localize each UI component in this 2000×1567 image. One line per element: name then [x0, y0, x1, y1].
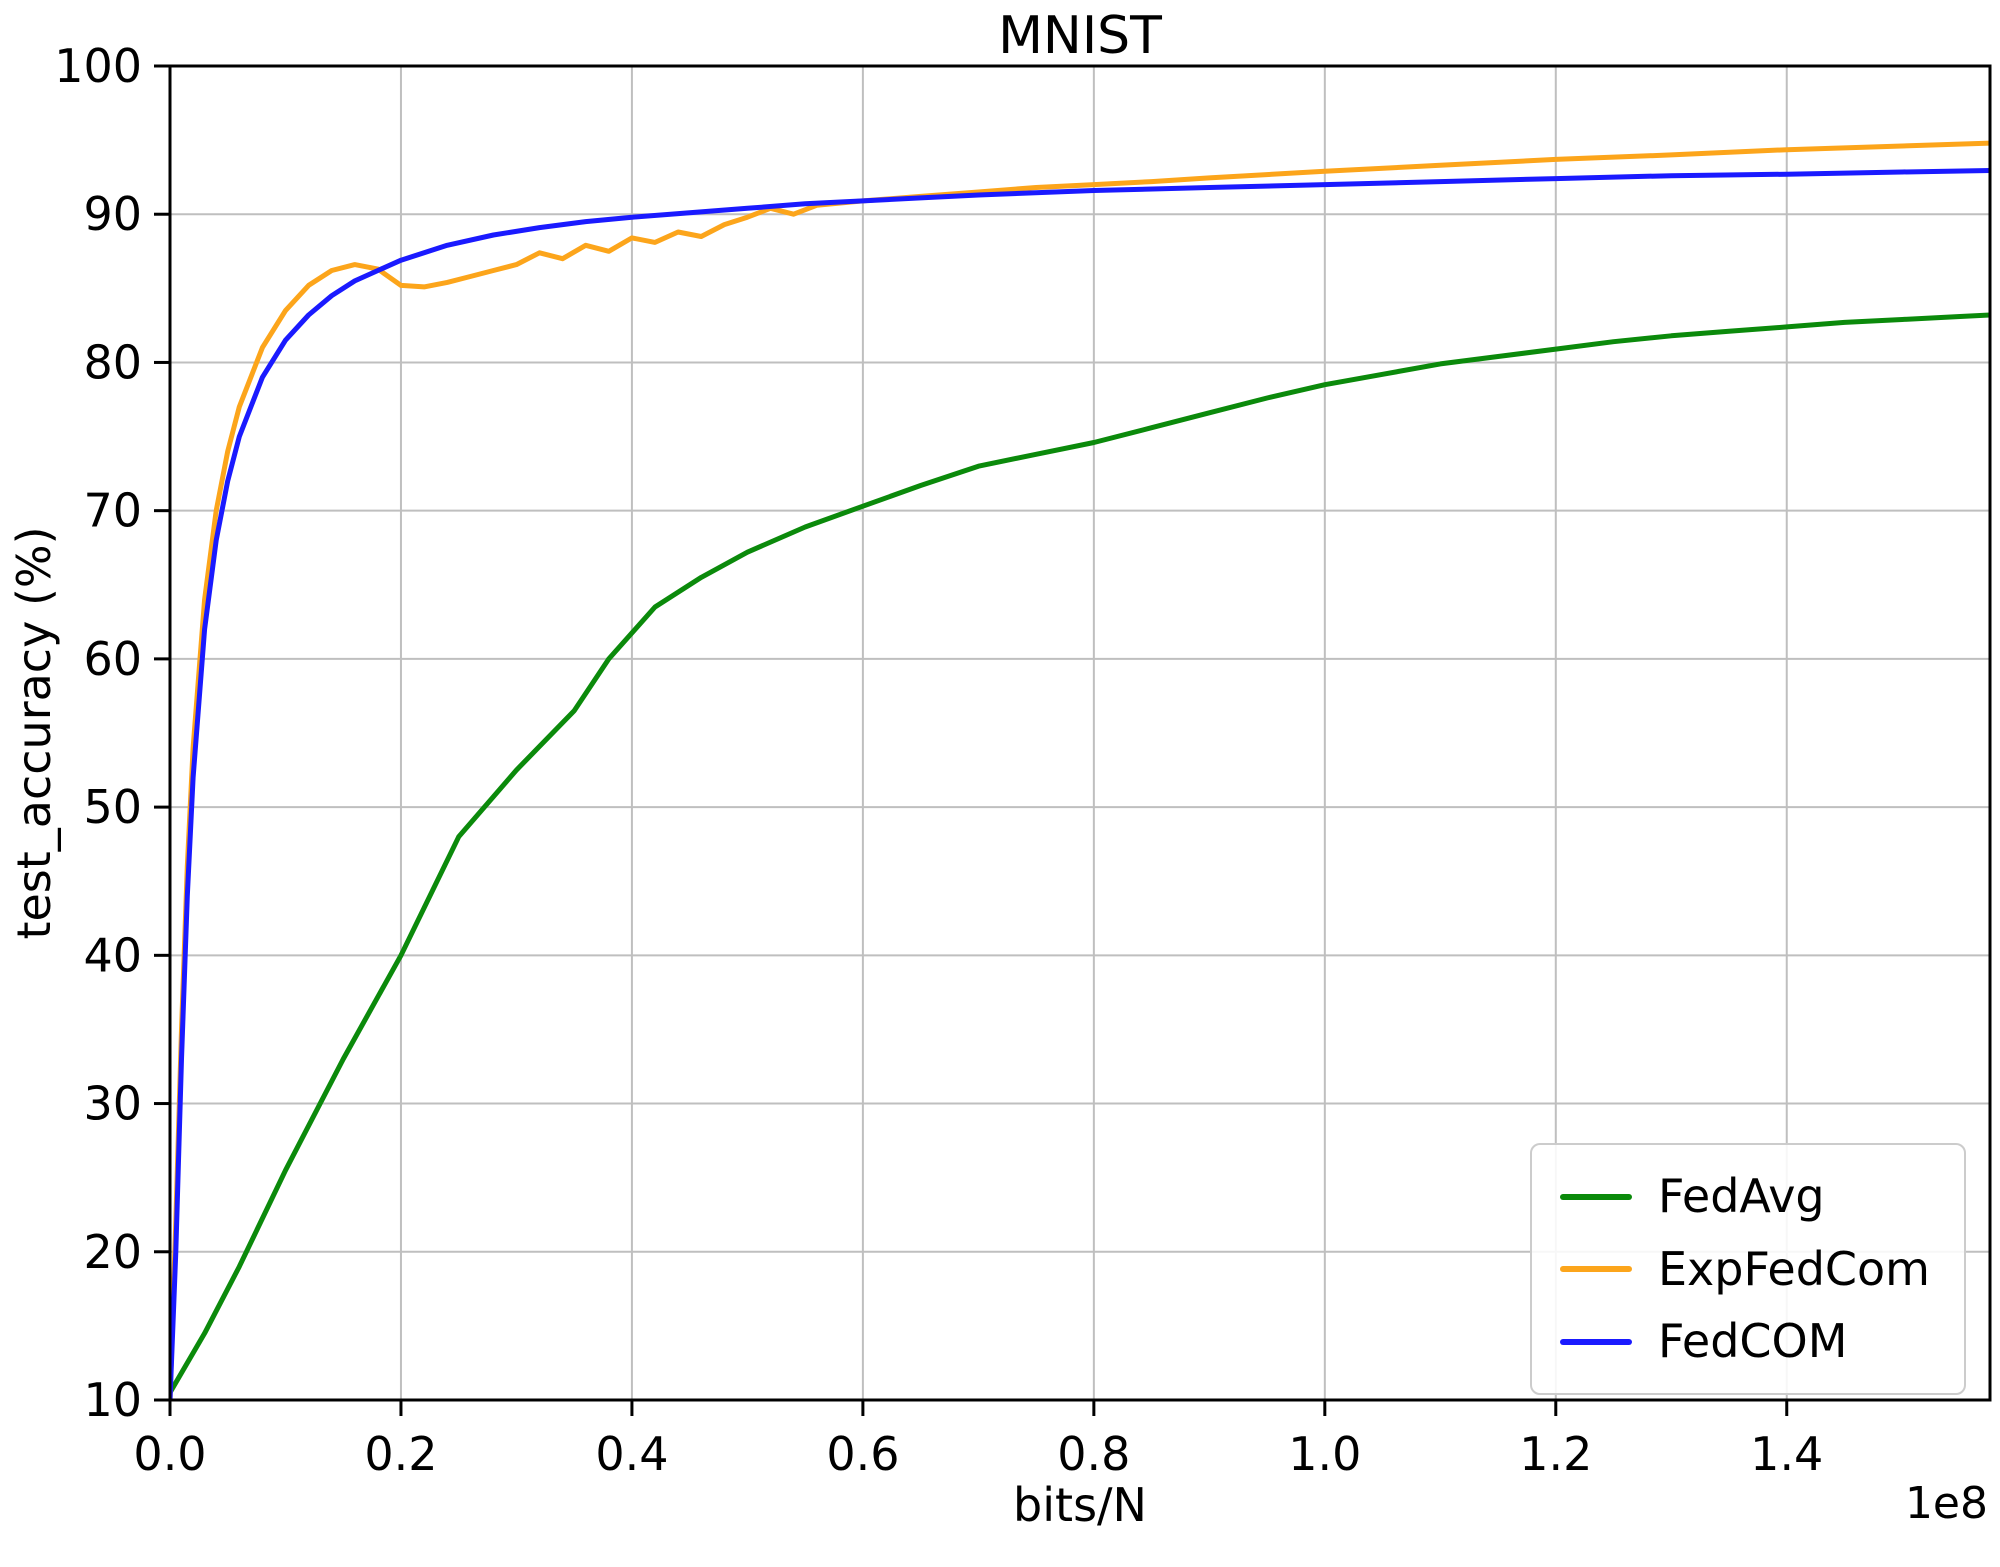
chart-title: MNIST — [998, 6, 1162, 66]
x-tick-label: 1.2 — [1519, 1427, 1592, 1481]
x-tick-label: 1.4 — [1750, 1427, 1823, 1481]
x-tick-label: 0.4 — [595, 1427, 668, 1481]
legend-label-expfedcom: ExpFedCom — [1657, 1241, 1930, 1296]
x-axis-offset-label: 1e8 — [1904, 1478, 1988, 1529]
x-axis-label: bits/N — [1013, 1478, 1147, 1532]
fedavg-line-swatch-icon — [1559, 1193, 1632, 1200]
y-tick-label: 70 — [83, 484, 142, 538]
y-tick-label: 30 — [83, 1077, 142, 1131]
y-tick-label: 90 — [83, 187, 142, 241]
y-tick-label: 50 — [83, 780, 142, 834]
legend-entry-fedavg: FedAvg — [1559, 1169, 1930, 1224]
legend: FedAvg ExpFedCom FedCOM — [1529, 1143, 1966, 1395]
x-tick-label: 0.6 — [826, 1427, 899, 1481]
series-line-fedavg — [170, 312, 1990, 1396]
plot-border — [168, 64, 1992, 1402]
expfedcom-line-swatch-icon — [1559, 1266, 1632, 1273]
fedcom-line-swatch-icon — [1559, 1338, 1632, 1345]
legend-label-fedavg: FedAvg — [1657, 1169, 1825, 1224]
y-tick-label: 10 — [83, 1373, 142, 1427]
series-line-fedcom — [170, 168, 1990, 1400]
y-tick-label: 100 — [54, 39, 142, 93]
series-line-expfedcom — [170, 140, 1990, 1400]
x-tick-label: 0.2 — [364, 1427, 437, 1481]
y-tick-label: 40 — [83, 928, 142, 982]
y-tick-label: 60 — [83, 632, 142, 686]
x-tick-label: 0.8 — [1057, 1427, 1130, 1481]
y-tick-label: 20 — [83, 1225, 142, 1279]
x-tick-label: 1.0 — [1288, 1427, 1361, 1481]
y-axis-label: test_accuracy (%) — [7, 526, 61, 940]
legend-label-fedcom: FedCOM — [1657, 1314, 1848, 1369]
legend-entry-expfedcom: ExpFedCom — [1559, 1241, 1930, 1296]
y-tick-label: 80 — [83, 335, 142, 389]
x-tick-label: 0.0 — [133, 1427, 206, 1481]
legend-entry-fedcom: FedCOM — [1559, 1314, 1930, 1369]
